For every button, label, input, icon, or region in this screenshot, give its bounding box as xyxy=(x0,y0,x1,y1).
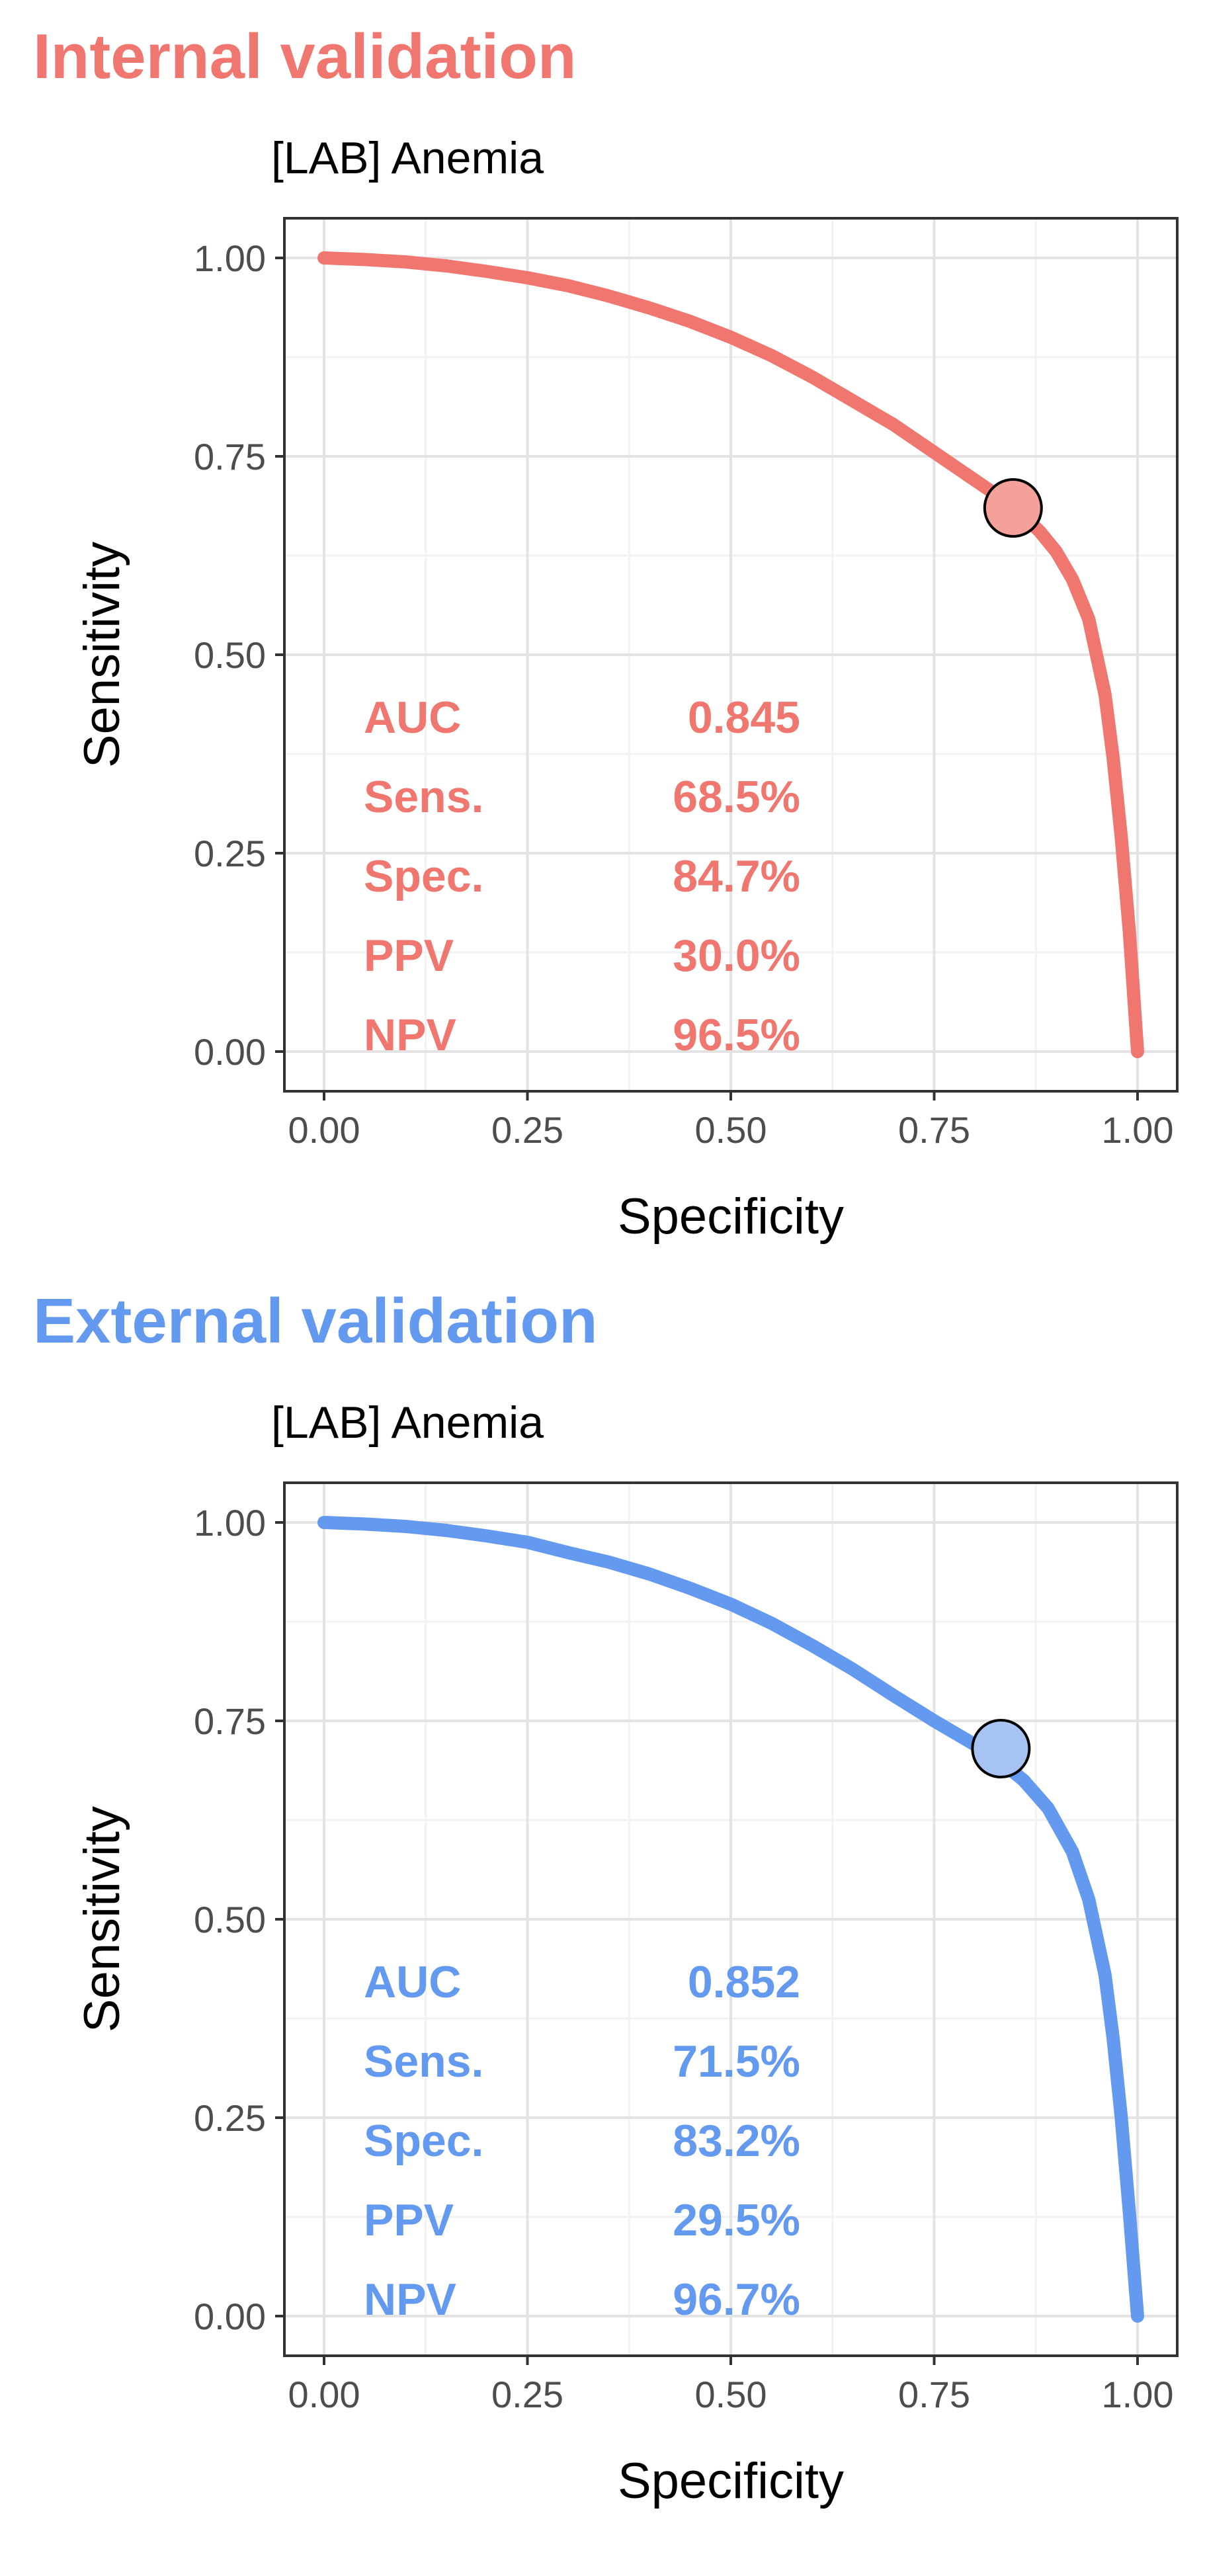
metric-label: Spec. xyxy=(364,2116,483,2166)
metrics-table: AUC 0.852 Sens. 71.5% Spec. 83.2% PPV 29.5% NPV 9… xyxy=(364,1957,800,2325)
y-tick-label: 0.50 xyxy=(194,1899,266,1940)
x-tick-label: 0.25 xyxy=(491,2374,563,2415)
metric-label: PPV xyxy=(364,2195,454,2245)
metric-value: 83.2% xyxy=(673,2116,800,2166)
x-axis-title: Specificity xyxy=(618,1188,844,1245)
x-axis-ticks: 0.00 0.25 0.50 0.75 1.00 xyxy=(288,1091,1174,1151)
metric-value: 71.5% xyxy=(673,2036,800,2087)
y-tick-label: 0.50 xyxy=(194,634,266,676)
x-tick-label: 0.00 xyxy=(288,1109,360,1151)
metric-label: Sens. xyxy=(364,772,483,822)
x-tick-label: 0.75 xyxy=(898,1109,970,1151)
y-axis-title: Sensitivity xyxy=(74,542,130,768)
internal-validation-panel: Internal validation [LAB] Anemia 0.00 0.2… xyxy=(33,21,1179,1245)
metric-value: 0.845 xyxy=(688,692,800,743)
y-axis-ticks: 0.00 0.25 0.50 0.75 1.00 xyxy=(194,1502,284,2337)
metric-label: PPV xyxy=(364,931,454,981)
metric-value: 68.5% xyxy=(673,772,800,822)
x-tick-label: 0.00 xyxy=(288,2374,360,2415)
metric-label: AUC xyxy=(364,692,461,743)
x-tick-label: 0.75 xyxy=(898,2374,970,2415)
y-tick-label: 0.00 xyxy=(194,2296,266,2337)
y-axis-ticks: 0.00 0.25 0.50 0.75 1.00 xyxy=(194,237,284,1073)
x-tick-label: 0.50 xyxy=(695,2374,767,2415)
metric-value: 30.0% xyxy=(673,931,800,981)
y-tick-label: 0.25 xyxy=(194,833,266,874)
metric-label: Sens. xyxy=(364,2036,483,2087)
y-tick-label: 0.00 xyxy=(194,1031,266,1073)
external-validation-panel: External validation [LAB] Anemia 0.00 0.2… xyxy=(33,1286,1179,2509)
metric-value: 84.7% xyxy=(673,851,800,901)
major-gridlines xyxy=(284,1483,1177,2356)
panel-heading: External validation xyxy=(33,1286,598,1356)
major-gridlines xyxy=(284,218,1177,1091)
y-tick-label: 0.75 xyxy=(194,436,266,478)
metric-value: 29.5% xyxy=(673,2195,800,2245)
panel-heading: Internal validation xyxy=(33,21,576,92)
metric-label: Spec. xyxy=(364,851,483,901)
metric-value: 0.852 xyxy=(688,1957,800,2007)
y-tick-label: 1.00 xyxy=(194,1502,266,1544)
x-tick-label: 1.00 xyxy=(1102,1109,1174,1151)
x-axis-ticks: 0.00 0.25 0.50 0.75 1.00 xyxy=(288,2356,1174,2415)
roc-curve-line xyxy=(317,251,1144,1058)
y-tick-label: 0.75 xyxy=(194,1700,266,1742)
x-tick-label: 0.50 xyxy=(695,1109,767,1151)
operating-point xyxy=(971,1719,1031,1778)
metric-value: 96.5% xyxy=(673,1010,800,1060)
x-tick-label: 1.00 xyxy=(1102,2374,1174,2415)
y-tick-label: 1.00 xyxy=(194,237,266,279)
x-tick-label: 0.25 xyxy=(491,1109,563,1151)
chart-title: [LAB] Anemia xyxy=(271,133,544,183)
chart-title: [LAB] Anemia xyxy=(271,1397,544,1448)
operating-point xyxy=(983,478,1043,538)
metric-label: NPV xyxy=(364,1010,456,1060)
y-tick-label: 0.25 xyxy=(194,2097,266,2139)
metric-label: AUC xyxy=(364,1957,461,2007)
metric-value: 96.7% xyxy=(673,2274,800,2325)
metric-label: NPV xyxy=(364,2274,456,2325)
metrics-table: AUC 0.845 Sens. 68.5% Spec. 84.7% PPV 30.0% NPV 9… xyxy=(364,692,800,1060)
y-axis-title: Sensitivity xyxy=(74,1806,130,2032)
x-axis-title: Specificity xyxy=(618,2453,844,2509)
roc-curve-line xyxy=(317,1516,1144,2323)
